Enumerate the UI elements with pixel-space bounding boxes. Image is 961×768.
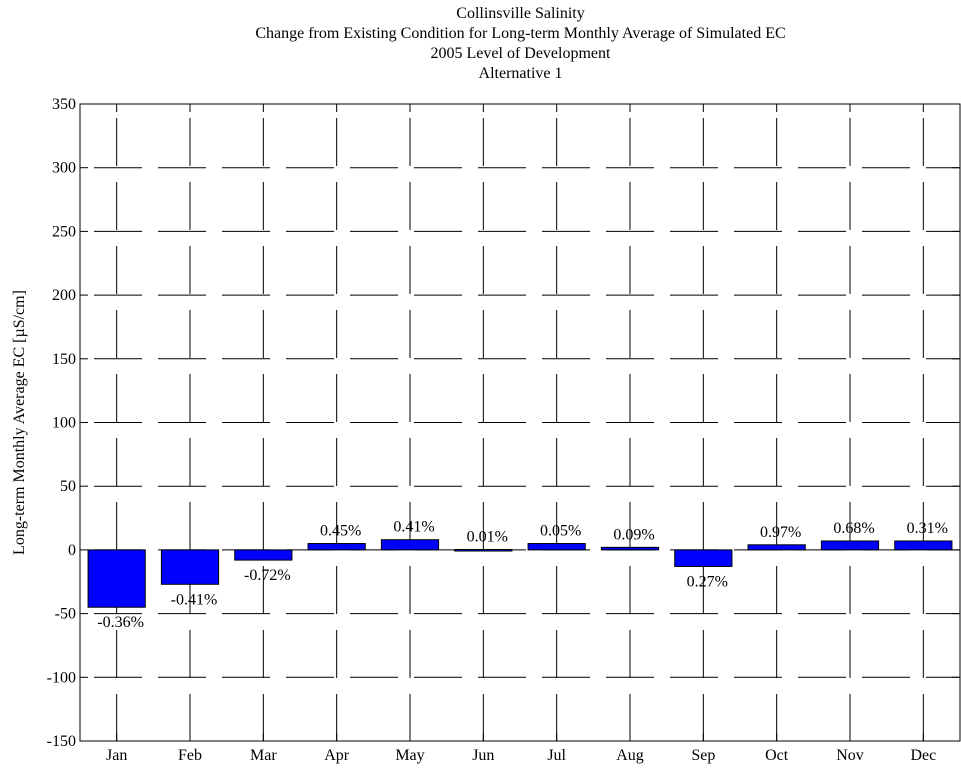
chart-title-line-3: 2005 Level of Development bbox=[430, 45, 611, 62]
x-tick-label: Aug bbox=[616, 747, 644, 764]
x-tick-label: Jun bbox=[472, 747, 494, 764]
bar bbox=[600, 546, 660, 551]
data-label: -0.72% bbox=[244, 567, 291, 584]
data-label: 0.68% bbox=[833, 520, 874, 537]
y-tick-label: -150 bbox=[47, 733, 76, 750]
bar bbox=[380, 539, 440, 551]
y-tick-label: -100 bbox=[47, 669, 76, 686]
data-label: 0.45% bbox=[320, 523, 361, 540]
x-tick-label: Nov bbox=[836, 747, 864, 764]
chart-title: Collinsville Salinity Change from Existi… bbox=[80, 4, 961, 84]
bar bbox=[747, 544, 806, 551]
data-label: 0.27% bbox=[687, 573, 728, 590]
data-label: 0.09% bbox=[613, 526, 654, 543]
x-tick-label: Apr bbox=[324, 747, 350, 764]
x-tick-label: Oct bbox=[765, 747, 789, 764]
y-tick-label: 0 bbox=[68, 542, 76, 559]
y-tick-label: 200 bbox=[52, 287, 76, 304]
y-tick-label: 350 bbox=[52, 96, 76, 113]
x-tick-label: Feb bbox=[178, 747, 202, 764]
y-tick-label: 250 bbox=[52, 223, 76, 240]
y-tick-label: 50 bbox=[60, 478, 76, 495]
bar bbox=[234, 549, 293, 561]
y-tick-label: 150 bbox=[52, 351, 76, 368]
x-tick-label: Dec bbox=[910, 747, 936, 764]
bar bbox=[160, 549, 220, 585]
x-tick-label: Sep bbox=[691, 747, 715, 764]
chart-title-line-4: Alternative 1 bbox=[478, 65, 563, 82]
bar bbox=[527, 543, 586, 551]
x-tick-label: Mar bbox=[250, 747, 277, 764]
bar bbox=[820, 540, 880, 551]
x-tick-label: Jul bbox=[547, 747, 566, 764]
data-label: 0.05% bbox=[540, 523, 581, 540]
y-tick-label: -50 bbox=[55, 606, 76, 623]
y-tick-label: 300 bbox=[52, 160, 76, 177]
data-label: 0.31% bbox=[907, 520, 948, 537]
bar bbox=[307, 543, 366, 551]
y-axis-label: Long-term Monthly Average EC [µS/cm] bbox=[11, 290, 28, 555]
bar bbox=[454, 549, 513, 552]
x-tick-label: Jan bbox=[106, 747, 127, 764]
chart-title-line-2: Change from Existing Condition for Long-… bbox=[255, 25, 786, 42]
bar bbox=[894, 540, 953, 551]
data-label: -0.36% bbox=[97, 614, 144, 631]
data-label: 0.41% bbox=[393, 519, 434, 536]
x-tick-label: May bbox=[395, 747, 424, 764]
y-tick-label: 100 bbox=[52, 415, 76, 432]
data-label: 0.01% bbox=[467, 529, 508, 546]
data-label: -0.41% bbox=[171, 591, 218, 608]
data-label: 0.97% bbox=[760, 524, 801, 541]
bar bbox=[87, 549, 146, 608]
chart-title-line-1: Collinsville Salinity bbox=[456, 5, 585, 22]
bar bbox=[674, 549, 733, 567]
